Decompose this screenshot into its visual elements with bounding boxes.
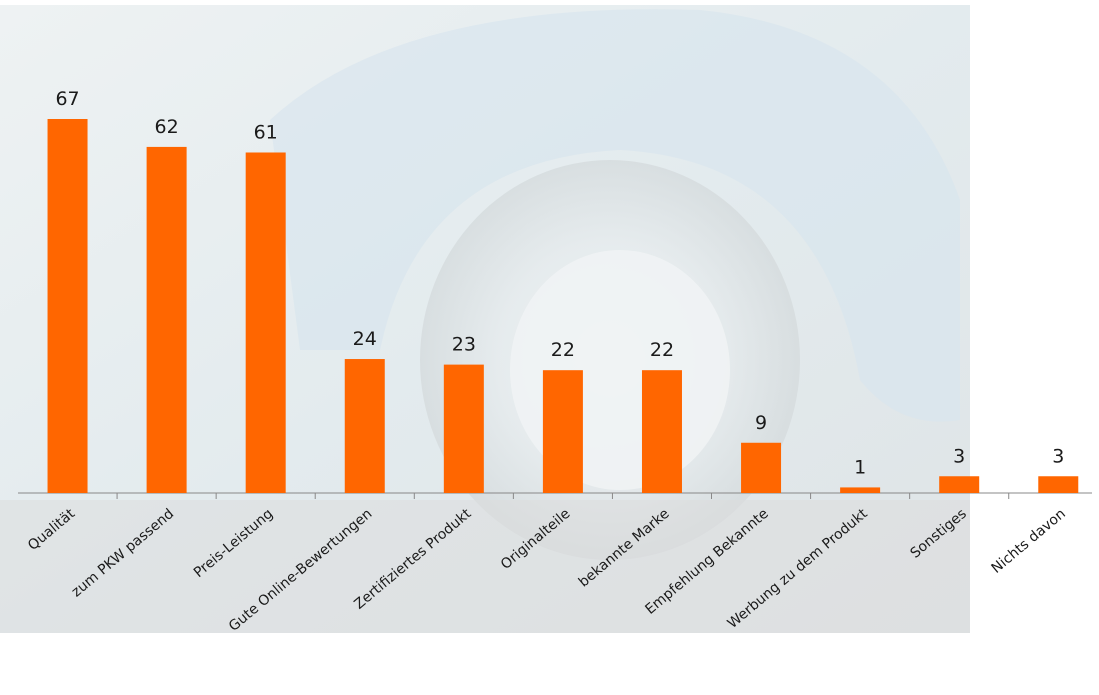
bar [939, 476, 979, 493]
page: 67Qualität62zum PKW passend61Preis-Leist… [0, 0, 1099, 695]
value-label: 3 [953, 445, 965, 467]
bar [48, 119, 88, 493]
bar [642, 370, 682, 493]
bar [444, 365, 484, 493]
value-label: 9 [755, 412, 767, 434]
value-label: 22 [551, 339, 575, 361]
value-label: 61 [254, 121, 278, 143]
bar [1038, 476, 1078, 493]
value-label: 62 [155, 116, 179, 138]
bar [147, 147, 187, 493]
x-tick-label: Nichts davon [989, 506, 1069, 577]
chart: 67Qualität62zum PKW passend61Preis-Leist… [0, 0, 1099, 695]
value-label: 24 [353, 328, 377, 350]
value-label: 67 [55, 88, 79, 110]
value-label: 3 [1052, 445, 1064, 467]
bar [345, 359, 385, 493]
value-label: 23 [452, 334, 476, 356]
value-label: 22 [650, 339, 674, 361]
bar [543, 370, 583, 493]
value-label: 1 [854, 456, 866, 478]
bar [246, 152, 286, 493]
bar [840, 487, 880, 493]
bar [741, 443, 781, 493]
